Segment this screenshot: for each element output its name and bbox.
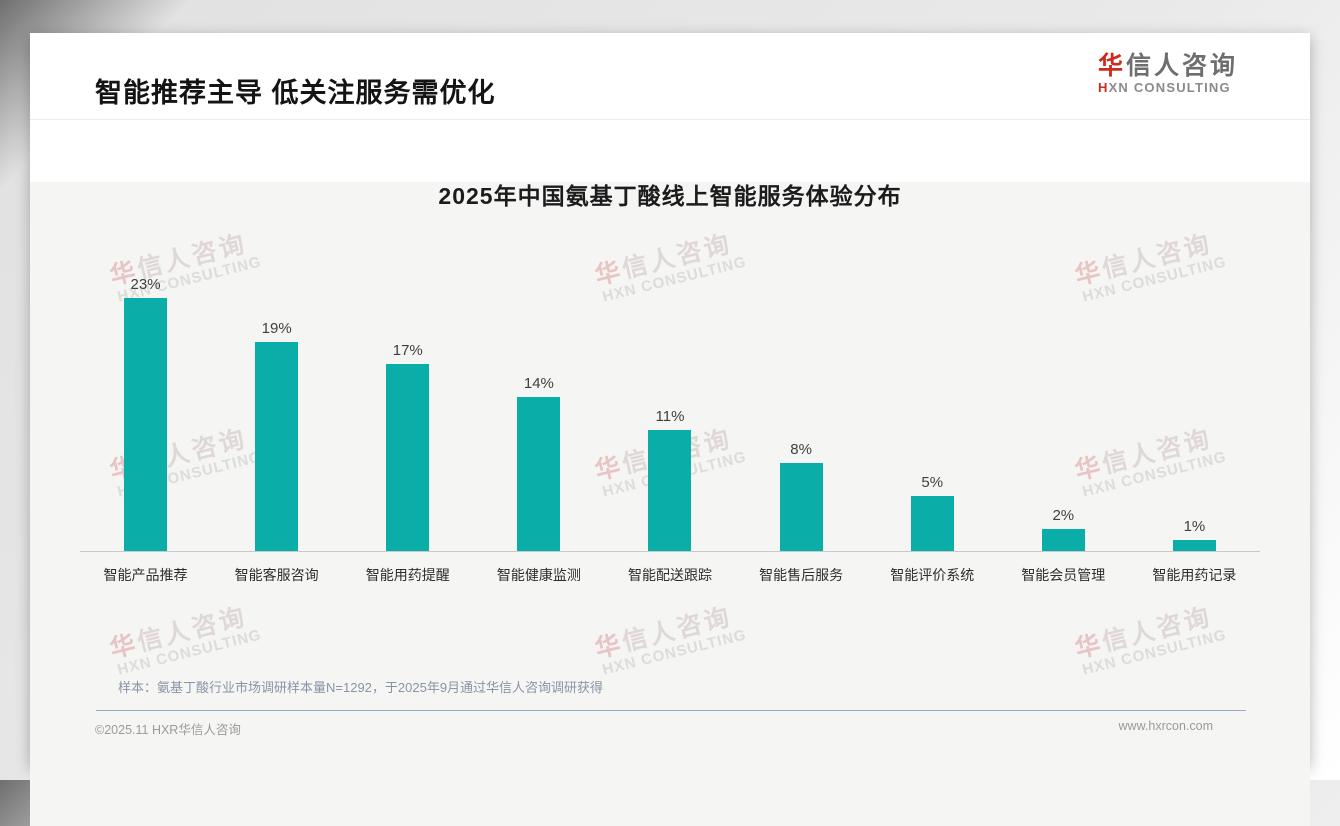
bar: [910, 496, 954, 551]
bar-value-label: 5%: [921, 474, 944, 491]
bar-value-label: 8%: [790, 441, 812, 458]
brand-logo-english: HXN CONSULTING: [1098, 80, 1238, 96]
copyright-text: ©2025.11 HXR华信人咨询: [95, 723, 241, 737]
category-label: 智能健康监测: [496, 567, 581, 583]
bar: [517, 397, 561, 551]
bar-value-label: 1%: [1183, 518, 1206, 535]
chart-title: 2025年中国氨基丁酸线上智能服务体验分布: [438, 183, 902, 209]
sample-note: 样本：氨基丁酸行业市场调研样本量N=1292，于2025年9月通过华信人咨询调研…: [118, 680, 604, 695]
bar-chart: 23% 19% 17% 14% 11% 8% 5% 2% 1% 智能产品推荐 智能客服咨询 智能用药…: [80, 262, 1260, 584]
brand-logo-cn-text: 信人咨询: [1125, 52, 1238, 80]
category-axis: 智能产品推荐 智能客服咨询 智能用药提醒 智能健康监测 智能配送跟踪 智能售后服务 智能评价…: [80, 552, 1260, 584]
brand-logo: 华信人咨询 HXN CONSULTING: [1098, 53, 1238, 96]
bar-column: 17%: [342, 342, 473, 551]
slide-card: 智能推荐主导 低关注服务需优化 华信人咨询 HXN CONSULTING 华信人…: [30, 33, 1310, 826]
slide-footer: ©2025.11 HXR华信人咨询 www.hxrcon.com: [95, 711, 1245, 738]
slide-body: 华信人咨询 HXN CONSULTING 华信人咨询 HXN CONSULTING 华信…: [30, 182, 1310, 826]
bar: [386, 364, 430, 551]
bar: [124, 298, 168, 551]
category-label: 智能产品推荐: [103, 567, 188, 583]
brand-logo-cn-accent: 华: [1097, 52, 1126, 80]
category-label: 智能评价系统: [890, 567, 975, 583]
brand-logo-chinese: 华信人咨询: [1098, 53, 1238, 80]
brand-logo-en-text: XN CONSULTING: [1108, 80, 1231, 95]
category-label: 智能用药提醒: [365, 567, 450, 583]
category-label: 智能用药记录: [1152, 567, 1237, 583]
bar-value-label: 19%: [261, 320, 292, 337]
bar-value-label: 23%: [130, 276, 161, 293]
category-label: 智能会员管理: [1021, 567, 1106, 583]
bar: [779, 463, 823, 551]
footer-divider: [96, 710, 1246, 711]
plot-area: 23% 19% 17% 14% 11% 8% 5% 2% 1%: [80, 262, 1260, 552]
bar-value-label: 17%: [392, 342, 423, 359]
bar-value-label: 14%: [523, 375, 554, 392]
category-label: 智能客服咨询: [234, 567, 319, 583]
slide-content: 2025年中国氨基丁酸线上智能服务体验分布 23% 19% 17% 14% 11% 8% 5…: [30, 182, 1310, 738]
bar: [1041, 529, 1085, 551]
bar: [648, 430, 692, 551]
bar-column: 23%: [80, 276, 211, 551]
bar-value-label: 2%: [1052, 507, 1075, 524]
category-label: 智能配送跟踪: [627, 567, 712, 583]
website-url: www.hxrcon.com: [1118, 719, 1213, 733]
bar-value-label: 11%: [655, 408, 685, 425]
bar-column: 5%: [867, 474, 998, 551]
bar: [255, 342, 299, 551]
bar-column: 11%: [604, 408, 735, 551]
bar-column: 19%: [211, 320, 342, 551]
bar: [1172, 540, 1216, 551]
page-title: 智能推荐主导 低关注服务需优化: [95, 78, 496, 108]
bar-column: 8%: [736, 441, 867, 551]
bar-column: 1%: [1129, 518, 1260, 551]
brand-logo-en-accent: H: [1097, 80, 1109, 95]
bar-column: 2%: [998, 507, 1129, 551]
bar-column: 14%: [473, 375, 604, 551]
category-label: 智能售后服务: [759, 567, 844, 583]
slide-header: 智能推荐主导 低关注服务需优化 华信人咨询 HXN CONSULTING: [30, 33, 1310, 120]
